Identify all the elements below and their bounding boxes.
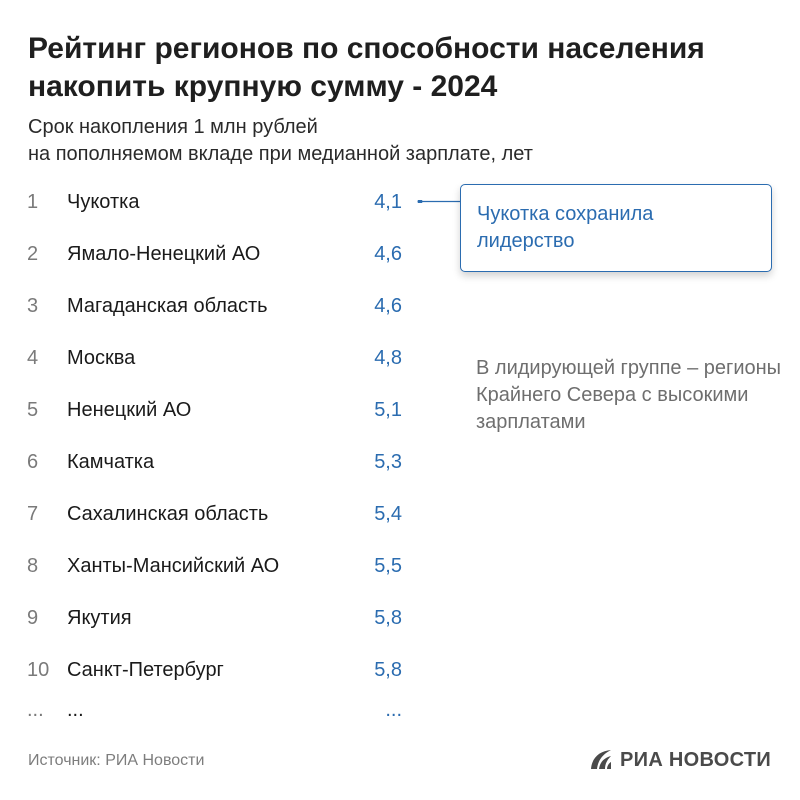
table-row: 9 Якутия 5,8 (0, 592, 440, 644)
region-name: Камчатка (67, 451, 155, 473)
subtitle-line-1: Срок накопления 1 млн рублей (28, 116, 318, 138)
region-name: Сахалинская область (67, 503, 269, 525)
rank-label: 6 (27, 451, 39, 473)
value-label: 5,8 (374, 659, 402, 681)
source-label: Источник: РИА Новости (28, 752, 205, 769)
logo-text: РИА НОВОСТИ (620, 748, 772, 771)
rank-label: 4 (27, 347, 39, 369)
value-label: 4,6 (374, 243, 402, 265)
region-name: Ненецкий АО (67, 399, 192, 421)
value-label: 5,4 (374, 503, 402, 525)
value-label: 5,8 (374, 607, 402, 629)
value-label: 4,1 (374, 191, 402, 213)
region-name: Чукотка (67, 191, 140, 213)
table-row: 1 Чукотка 4,1 (0, 176, 440, 228)
ria-novosti-logo: РИА НОВОСТИ (588, 744, 771, 776)
region-name: Якутия (67, 607, 132, 629)
value-label: 5,1 (374, 399, 402, 421)
table-row: 3 Магаданская область 4,6 (0, 280, 440, 332)
rank-label: 8 (27, 555, 39, 577)
table-row: 10 Санкт-Петербург 5,8 (0, 644, 440, 696)
value-label: 5,5 (374, 555, 402, 577)
rank-label: 7 (27, 503, 39, 525)
table-row: 7 Сахалинская область 5,4 (0, 488, 440, 540)
rank-label: 10 (27, 659, 50, 681)
callout-connector (417, 200, 462, 203)
chart-title: Рейтинг регионов по способности населени… (28, 32, 705, 103)
table-row: 5 Ненецкий АО 5,1 (0, 384, 440, 436)
rank-label: 5 (27, 399, 39, 421)
ria-novosti-logo-icon (591, 750, 611, 769)
table-row: 6 Камчатка 5,3 (0, 436, 440, 488)
value-label: 5,3 (374, 451, 402, 473)
table-row: 2 Ямало-Ненецкий АО 4,6 (0, 228, 440, 280)
annotation-note: В лидирующей группе – регионы Крайнего С… (476, 357, 782, 433)
value-label: 4,6 (374, 295, 402, 317)
continuation-value: ... (385, 699, 402, 721)
value-label: 4,8 (374, 347, 402, 369)
table-row: 4 Москва 4,8 (0, 332, 440, 384)
region-name: Ямало-Ненецкий АО (67, 243, 261, 265)
region-name: Санкт-Петербург (67, 659, 224, 681)
rank-label: 2 (27, 243, 39, 265)
continuation-rank: ... (27, 699, 44, 721)
subtitle-line-2: на пополняемом вкладе при медианной зарп… (28, 143, 533, 165)
rank-label: 9 (27, 607, 39, 629)
region-name: Ханты-Мансийский АО (67, 555, 280, 577)
callout-text: Чукотка сохранила лидерство (477, 203, 654, 252)
rank-label: 1 (27, 191, 39, 213)
leader-callout: Чукотка сохранила лидерство (460, 184, 772, 272)
rank-label: 3 (27, 295, 39, 317)
region-name: Магаданская область (67, 295, 268, 317)
table-row: 8 Ханты-Мансийский АО 5,5 (0, 540, 440, 592)
continuation-region: ... (67, 699, 84, 721)
chart-subtitle: Срок накопления 1 млн рублей на пополняе… (28, 114, 768, 168)
region-name: Москва (67, 347, 136, 369)
